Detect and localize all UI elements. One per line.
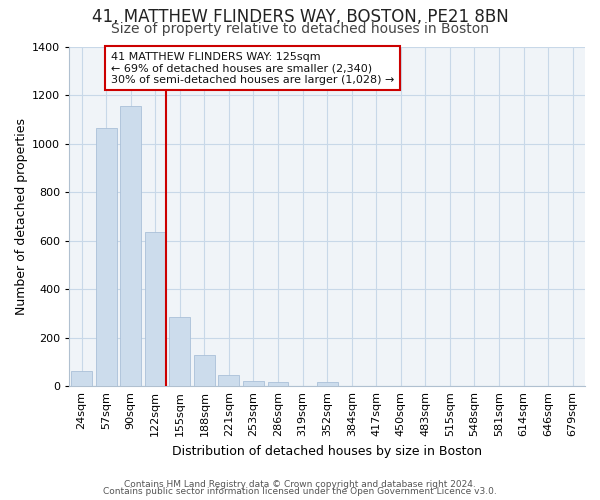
- Bar: [268, 382, 289, 386]
- Bar: [71, 370, 92, 386]
- Bar: [218, 374, 239, 386]
- Bar: [194, 355, 215, 386]
- X-axis label: Distribution of detached houses by size in Boston: Distribution of detached houses by size …: [172, 444, 482, 458]
- Bar: [169, 317, 190, 386]
- Bar: [96, 128, 116, 386]
- Bar: [243, 381, 264, 386]
- Text: Size of property relative to detached houses in Boston: Size of property relative to detached ho…: [111, 22, 489, 36]
- Bar: [145, 232, 166, 386]
- Y-axis label: Number of detached properties: Number of detached properties: [15, 118, 28, 315]
- Bar: [317, 382, 338, 386]
- Text: Contains HM Land Registry data © Crown copyright and database right 2024.: Contains HM Land Registry data © Crown c…: [124, 480, 476, 489]
- Bar: [120, 106, 141, 386]
- Text: Contains public sector information licensed under the Open Government Licence v3: Contains public sector information licen…: [103, 488, 497, 496]
- Text: 41, MATTHEW FLINDERS WAY, BOSTON, PE21 8BN: 41, MATTHEW FLINDERS WAY, BOSTON, PE21 8…: [92, 8, 508, 26]
- Text: 41 MATTHEW FLINDERS WAY: 125sqm
← 69% of detached houses are smaller (2,340)
30%: 41 MATTHEW FLINDERS WAY: 125sqm ← 69% of…: [110, 52, 394, 85]
